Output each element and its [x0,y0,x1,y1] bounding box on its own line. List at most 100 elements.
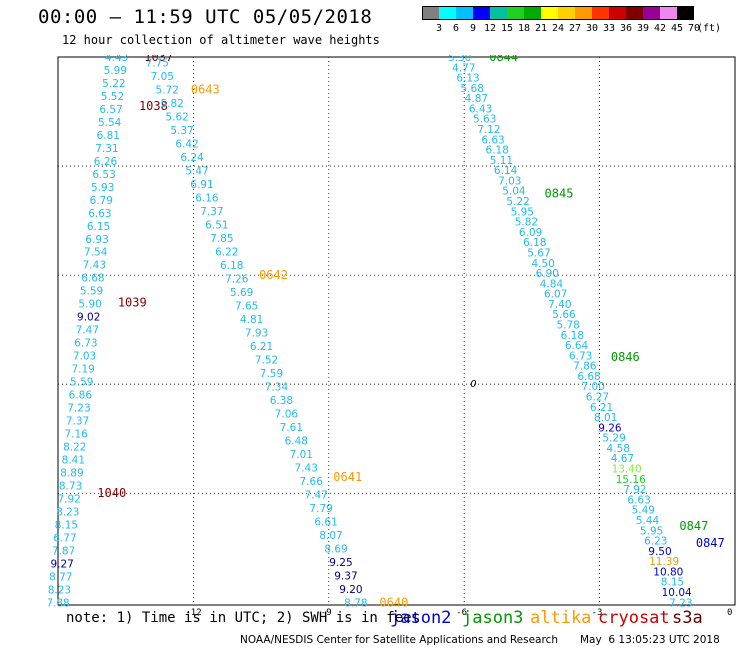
pass-time-label: 0642 [259,268,288,282]
swh-value-label: 5.54 [98,117,122,129]
swh-value-label: 9.20 [339,584,362,596]
swh-value-label: 7.34 [265,381,289,393]
footnote: note: 1) Time is in UTC; 2) SWH is in fe… [66,610,421,626]
swh-value-label: 4.67 [611,453,634,465]
swh-value-label: 8.73 [59,480,82,492]
swh-value-label: 6.63 [481,134,504,146]
swh-value-label: 7.66 [300,476,324,488]
swh-value-label: 5.68 [461,83,484,95]
swh-value-label: 7.03 [73,351,96,363]
swh-value-label: 10.80 [653,566,683,578]
swh-value-label: 5.59 [80,286,103,298]
color-scale-label: 33 [602,23,616,34]
swh-value-label: 5.22 [506,196,529,208]
pass-time-label: 0847 [679,519,708,533]
swh-value-label: 7.06 [275,408,299,420]
color-scale-label: 3 [435,23,443,34]
swh-value-label: 7.54 [84,247,108,259]
swh-value-label: 13.40 [612,464,642,476]
swh-value-label: 5.52 [101,91,124,103]
swh-value-label: 7.19 [71,364,94,376]
swh-value-label: 5.04 [502,186,526,198]
legend-item-jason3: jason3 [462,608,524,628]
swh-value-label: 6.68 [81,273,104,285]
swh-value-label: 6.26 [94,156,118,168]
color-scale-label: 21 [534,23,548,34]
color-scale-label: 15 [500,23,514,34]
x-tick-label: -12 [185,608,201,615]
swh-value-label: 9.27 [50,558,73,570]
color-scale-label: 39 [636,23,650,34]
pass-time-label: 0844 [489,55,518,64]
swh-value-label: 7.40 [548,299,571,311]
plot-frame [57,56,736,606]
altimeter-map: -10-12-14-16-18-20-15-12-9-6-3004.435.99… [48,55,736,615]
swh-value-label: 7.65 [235,300,258,312]
pass-time-label: 0640 [379,595,408,609]
color-scale-swatch [677,6,694,20]
swh-value-label: 5.95 [640,525,663,537]
swh-value-label: 7.88 [48,597,70,609]
swh-value-label: 5.59 [70,377,93,389]
color-scale-swatch [558,6,575,20]
color-scale-swatch [626,6,643,20]
color-scale-label: 9 [469,23,477,34]
swh-value-label: 5.69 [230,287,253,299]
swh-value-label: 5.67 [527,247,550,259]
swh-value-label: 5.78 [556,319,579,331]
color-scale-label: 45 [670,23,684,34]
color-scale-swatch [592,6,609,20]
swh-value-label: 6.73 [74,338,97,350]
swh-value-label: 4.81 [240,314,263,326]
pass-time-label: 0845 [545,186,574,200]
chart-subtitle: 12 hour collection of altimeter wave hei… [62,33,380,47]
swh-value-label: 4.50 [531,258,554,270]
color-scale-swatch [524,6,541,20]
swh-value-label: 5.72 [156,84,179,96]
swh-value-label: 8.89 [60,467,83,479]
swh-value-label: 8.23 [48,584,71,596]
swh-value-label: 7.59 [260,368,283,380]
swh-value-label: 8.22 [63,441,86,453]
swh-value-label: 9.50 [648,546,671,558]
swh-value-label: 5.49 [632,505,655,517]
swh-value-label: 7.43 [295,462,318,474]
swh-value-label: 7.43 [83,260,106,272]
swh-value-label: 6.86 [69,390,93,402]
swh-value-label: 6.18 [220,260,243,272]
swh-value-label: 4.84 [540,278,564,290]
swh-value-label: 6.64 [565,340,589,352]
swh-value-label: 6.43 [469,103,492,115]
swh-value-label: 6.18 [561,330,584,342]
swh-value-label: 6.53 [92,169,115,181]
swh-value-label: 5.63 [473,114,496,126]
swh-value-label: 5.82 [160,98,183,110]
color-scale-label: 12 [483,23,497,34]
swh-value-label: 5.90 [78,299,101,311]
swh-value-label: 9.26 [598,422,622,434]
swh-value-label: 5.11 [490,155,513,167]
color-scale-swatch [490,6,507,20]
swh-value-label: 7.47 [76,325,99,337]
color-scale-label: 42 [653,23,667,34]
color-scale-label: 27 [568,23,582,34]
swh-value-label: 6.73 [569,350,592,362]
swh-value-label: 7.05 [151,71,174,83]
legend-item-jason2: jason2 [390,608,452,628]
swh-value-label: 6.07 [544,289,567,301]
swh-value-label: 6.22 [215,246,238,258]
swh-value-label: 8.15 [661,577,684,589]
pass-time-label: 0643 [191,83,220,97]
swh-value-label: 5.47 [185,165,208,177]
swh-value-label: 6.68 [577,371,600,383]
pass-time-label: 0641 [333,470,362,484]
color-scale-label: 30 [585,23,599,34]
swh-value-label: 4.87 [465,93,488,105]
swh-value-label: 7.37 [66,416,89,428]
swh-value-label: 7.26 [225,273,249,285]
color-scale-swatch [575,6,592,20]
swh-value-label: 5.93 [91,182,114,194]
swh-value-label: 8.41 [62,454,85,466]
swh-value-label: 6.63 [88,208,111,220]
color-scale-swatch [507,6,524,20]
